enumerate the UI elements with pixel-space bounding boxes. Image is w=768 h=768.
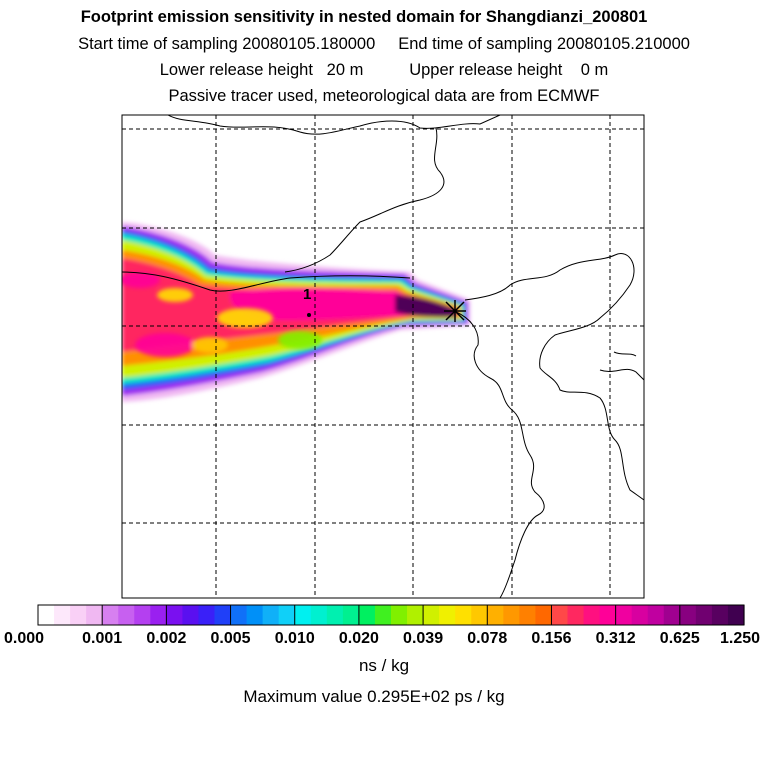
colorbar-cell [182, 605, 200, 625]
colorbar-label: 0.002 [146, 630, 187, 647]
northern-border-line [167, 115, 501, 135]
colorbar-cell [102, 605, 119, 625]
colorbar-cell [503, 605, 520, 625]
colorbar-cell [342, 605, 360, 625]
colorbar-cell [54, 605, 71, 625]
release-heights: Lower release height 20 m Upper release … [159, 61, 609, 79]
colorbar-label: 0.156 [531, 630, 572, 647]
colorbar-cell [214, 605, 232, 625]
colorbar-label: 0.005 [210, 630, 251, 647]
colorbar-cell [86, 605, 103, 625]
sampling-times: Start time of sampling 20080105.180000 E… [78, 35, 690, 53]
coast-line-island [613, 351, 637, 357]
colorbar-cell [118, 605, 135, 625]
colorbar-cell [487, 605, 504, 625]
colorbar-cell [599, 605, 617, 625]
coast-line-bay [464, 253, 644, 501]
colorbar-cell [38, 605, 55, 625]
colorbar-cell [647, 605, 665, 625]
plume-level-max [395, 295, 456, 318]
centroid-dot [307, 313, 311, 317]
colorbar-cell [262, 605, 280, 625]
colorbar-cell [455, 605, 472, 625]
colorbar-cell [134, 605, 151, 625]
coast-line-korea [599, 368, 644, 381]
plot-title: Footprint emission sensitivity in nested… [80, 8, 648, 26]
centroid-label: 1 [303, 286, 311, 303]
colorbar-cell [326, 605, 344, 625]
lat-lon-grid [122, 115, 644, 598]
map-frame [121, 114, 645, 599]
tracer-info: Passive tracer used, meteorological data… [168, 87, 600, 105]
colorbar-cell [615, 605, 633, 625]
station-marker [444, 300, 466, 322]
colorbar-cell [519, 605, 537, 625]
colorbar-cell [150, 605, 167, 625]
colorbar-cell [407, 605, 424, 625]
colorbar-cell [679, 605, 697, 625]
colorbar-cell [70, 605, 87, 625]
colorbar-cell [631, 605, 649, 625]
colorbar-cell [423, 605, 440, 625]
colorbar-cell [294, 605, 312, 625]
colorbar-cell [230, 605, 248, 625]
colorbar-cell [439, 605, 456, 625]
colorbar-cell [374, 605, 392, 625]
colorbar-cell [246, 605, 264, 625]
colorbar-label: 0.625 [659, 630, 700, 647]
colorbar-label: 0.001 [82, 630, 123, 647]
coast-line-peninsula [455, 311, 545, 598]
coast-line-north [284, 127, 445, 273]
colorbar-label: 0.010 [274, 630, 315, 647]
colorbar-label: 0.039 [403, 630, 444, 647]
national-border-line [122, 271, 411, 292]
colorbar-cell [358, 605, 376, 625]
colorbar-cell [198, 605, 216, 625]
colorbar-cell [551, 605, 569, 625]
colorbar-cell [727, 605, 745, 625]
colorbar-cell [663, 605, 681, 625]
colorbar-label: 1.250 [719, 630, 761, 647]
colorbar-label: 0.000 [3, 630, 45, 647]
colorbar-cell [583, 605, 601, 625]
colorbar-cell [166, 605, 184, 625]
colorbar-cell [278, 605, 296, 625]
coastlines [122, 115, 644, 598]
colorbar-label: 0.020 [338, 630, 379, 647]
colorbar-cell [711, 605, 729, 625]
colorbar-cell [391, 605, 408, 625]
colorbar-units: ns / kg [358, 656, 410, 675]
colorbar-cell [695, 605, 713, 625]
colorbar-cell [310, 605, 328, 625]
colorbar-cell [471, 605, 488, 625]
colorbar-label: 0.312 [595, 630, 636, 647]
colorbar-cell [567, 605, 585, 625]
colorbar-cell [535, 605, 553, 625]
plume-field [122, 222, 470, 402]
maximum-value: Maximum value 0.295E+02 ps / kg [243, 687, 505, 706]
colorbar-label: 0.078 [467, 630, 508, 647]
